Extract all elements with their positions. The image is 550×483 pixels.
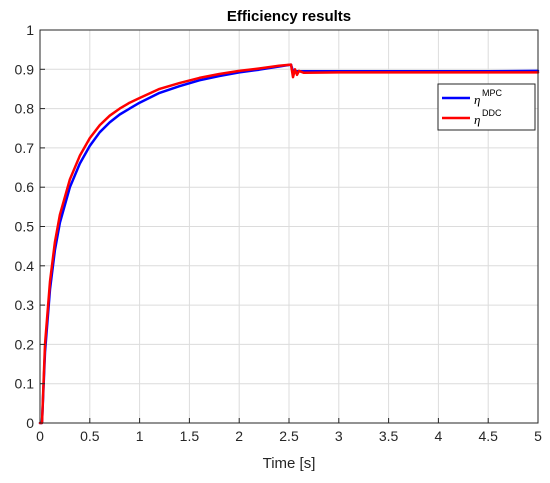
x-axis-label: Time [s] xyxy=(263,455,316,472)
x-tick-label: 2 xyxy=(235,428,243,444)
y-tick-label: 0.1 xyxy=(15,376,35,392)
x-tick-label: 1 xyxy=(136,428,144,444)
legend-label-sup: DDC xyxy=(482,108,502,118)
x-tick-label: 4.5 xyxy=(478,428,498,444)
x-tick-label: 5 xyxy=(534,428,542,444)
y-tick-label: 0.6 xyxy=(15,179,35,195)
legend-box xyxy=(437,83,536,131)
y-tick-label: 0.5 xyxy=(15,219,35,235)
x-tick-label: 1.5 xyxy=(180,428,200,444)
series-line-ddc xyxy=(38,63,540,425)
legend-label-base: η xyxy=(474,112,480,127)
y-tick-label: 1 xyxy=(26,22,34,38)
y-axis: 0 0.1 0.2 0.3 0.4 0.5 0.6 0.7 0.8 0.9 1 xyxy=(15,22,45,431)
chart-title: Efficiency results xyxy=(227,8,351,25)
x-tick-label: 4 xyxy=(435,428,443,444)
y-tick-label: 0.8 xyxy=(15,101,35,117)
series-layer xyxy=(38,63,540,425)
series-line-mpc xyxy=(38,63,540,425)
y-tick-label: 0.4 xyxy=(15,258,35,274)
x-tick-label: 0 xyxy=(36,428,44,444)
y-tick-label: 0 xyxy=(26,415,34,431)
y-tick-label: 0.9 xyxy=(15,61,35,77)
x-tick-label: 3.5 xyxy=(379,428,399,444)
y-tick-label: 0.2 xyxy=(15,336,35,352)
x-tick-label: 3 xyxy=(335,428,343,444)
x-tick-label: 0.5 xyxy=(80,428,100,444)
y-tick-label: 0.7 xyxy=(15,140,35,156)
x-axis: 0 0.5 1 1.5 2 2.5 3 3.5 4 4.5 5 xyxy=(36,418,542,444)
legend-label-sup: MPC xyxy=(482,88,503,98)
x-tick-label: 2.5 xyxy=(279,428,299,444)
legend-label-base: η xyxy=(474,92,480,107)
y-tick-label: 0.3 xyxy=(15,297,35,313)
